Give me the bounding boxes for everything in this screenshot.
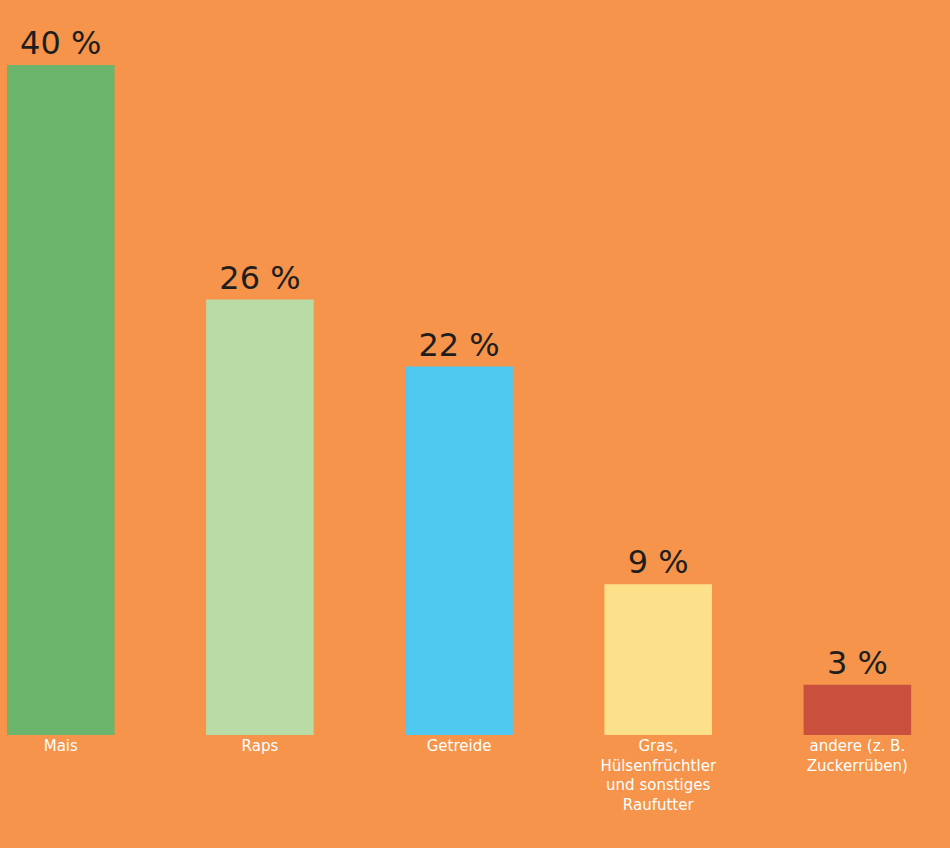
- svg-text:3 %: 3 %: [827, 644, 888, 682]
- svg-text:andere (z. B.Zuckerrüben): andere (z. B.Zuckerrüben): [807, 737, 908, 775]
- svg-text:Raps: Raps: [242, 737, 279, 755]
- svg-text:Getreide: Getreide: [427, 737, 492, 755]
- svg-text:26 %: 26 %: [219, 259, 300, 297]
- svg-text:9 %: 9 %: [628, 543, 689, 581]
- svg-text:Mais: Mais: [44, 737, 78, 755]
- svg-text:22 %: 22 %: [418, 326, 499, 364]
- svg-text:Gras,Hülsenfrüchtlerund sonsti: Gras,Hülsenfrüchtlerund sonstigesRaufutt…: [600, 737, 716, 814]
- svg-text:40 %: 40 %: [20, 24, 101, 62]
